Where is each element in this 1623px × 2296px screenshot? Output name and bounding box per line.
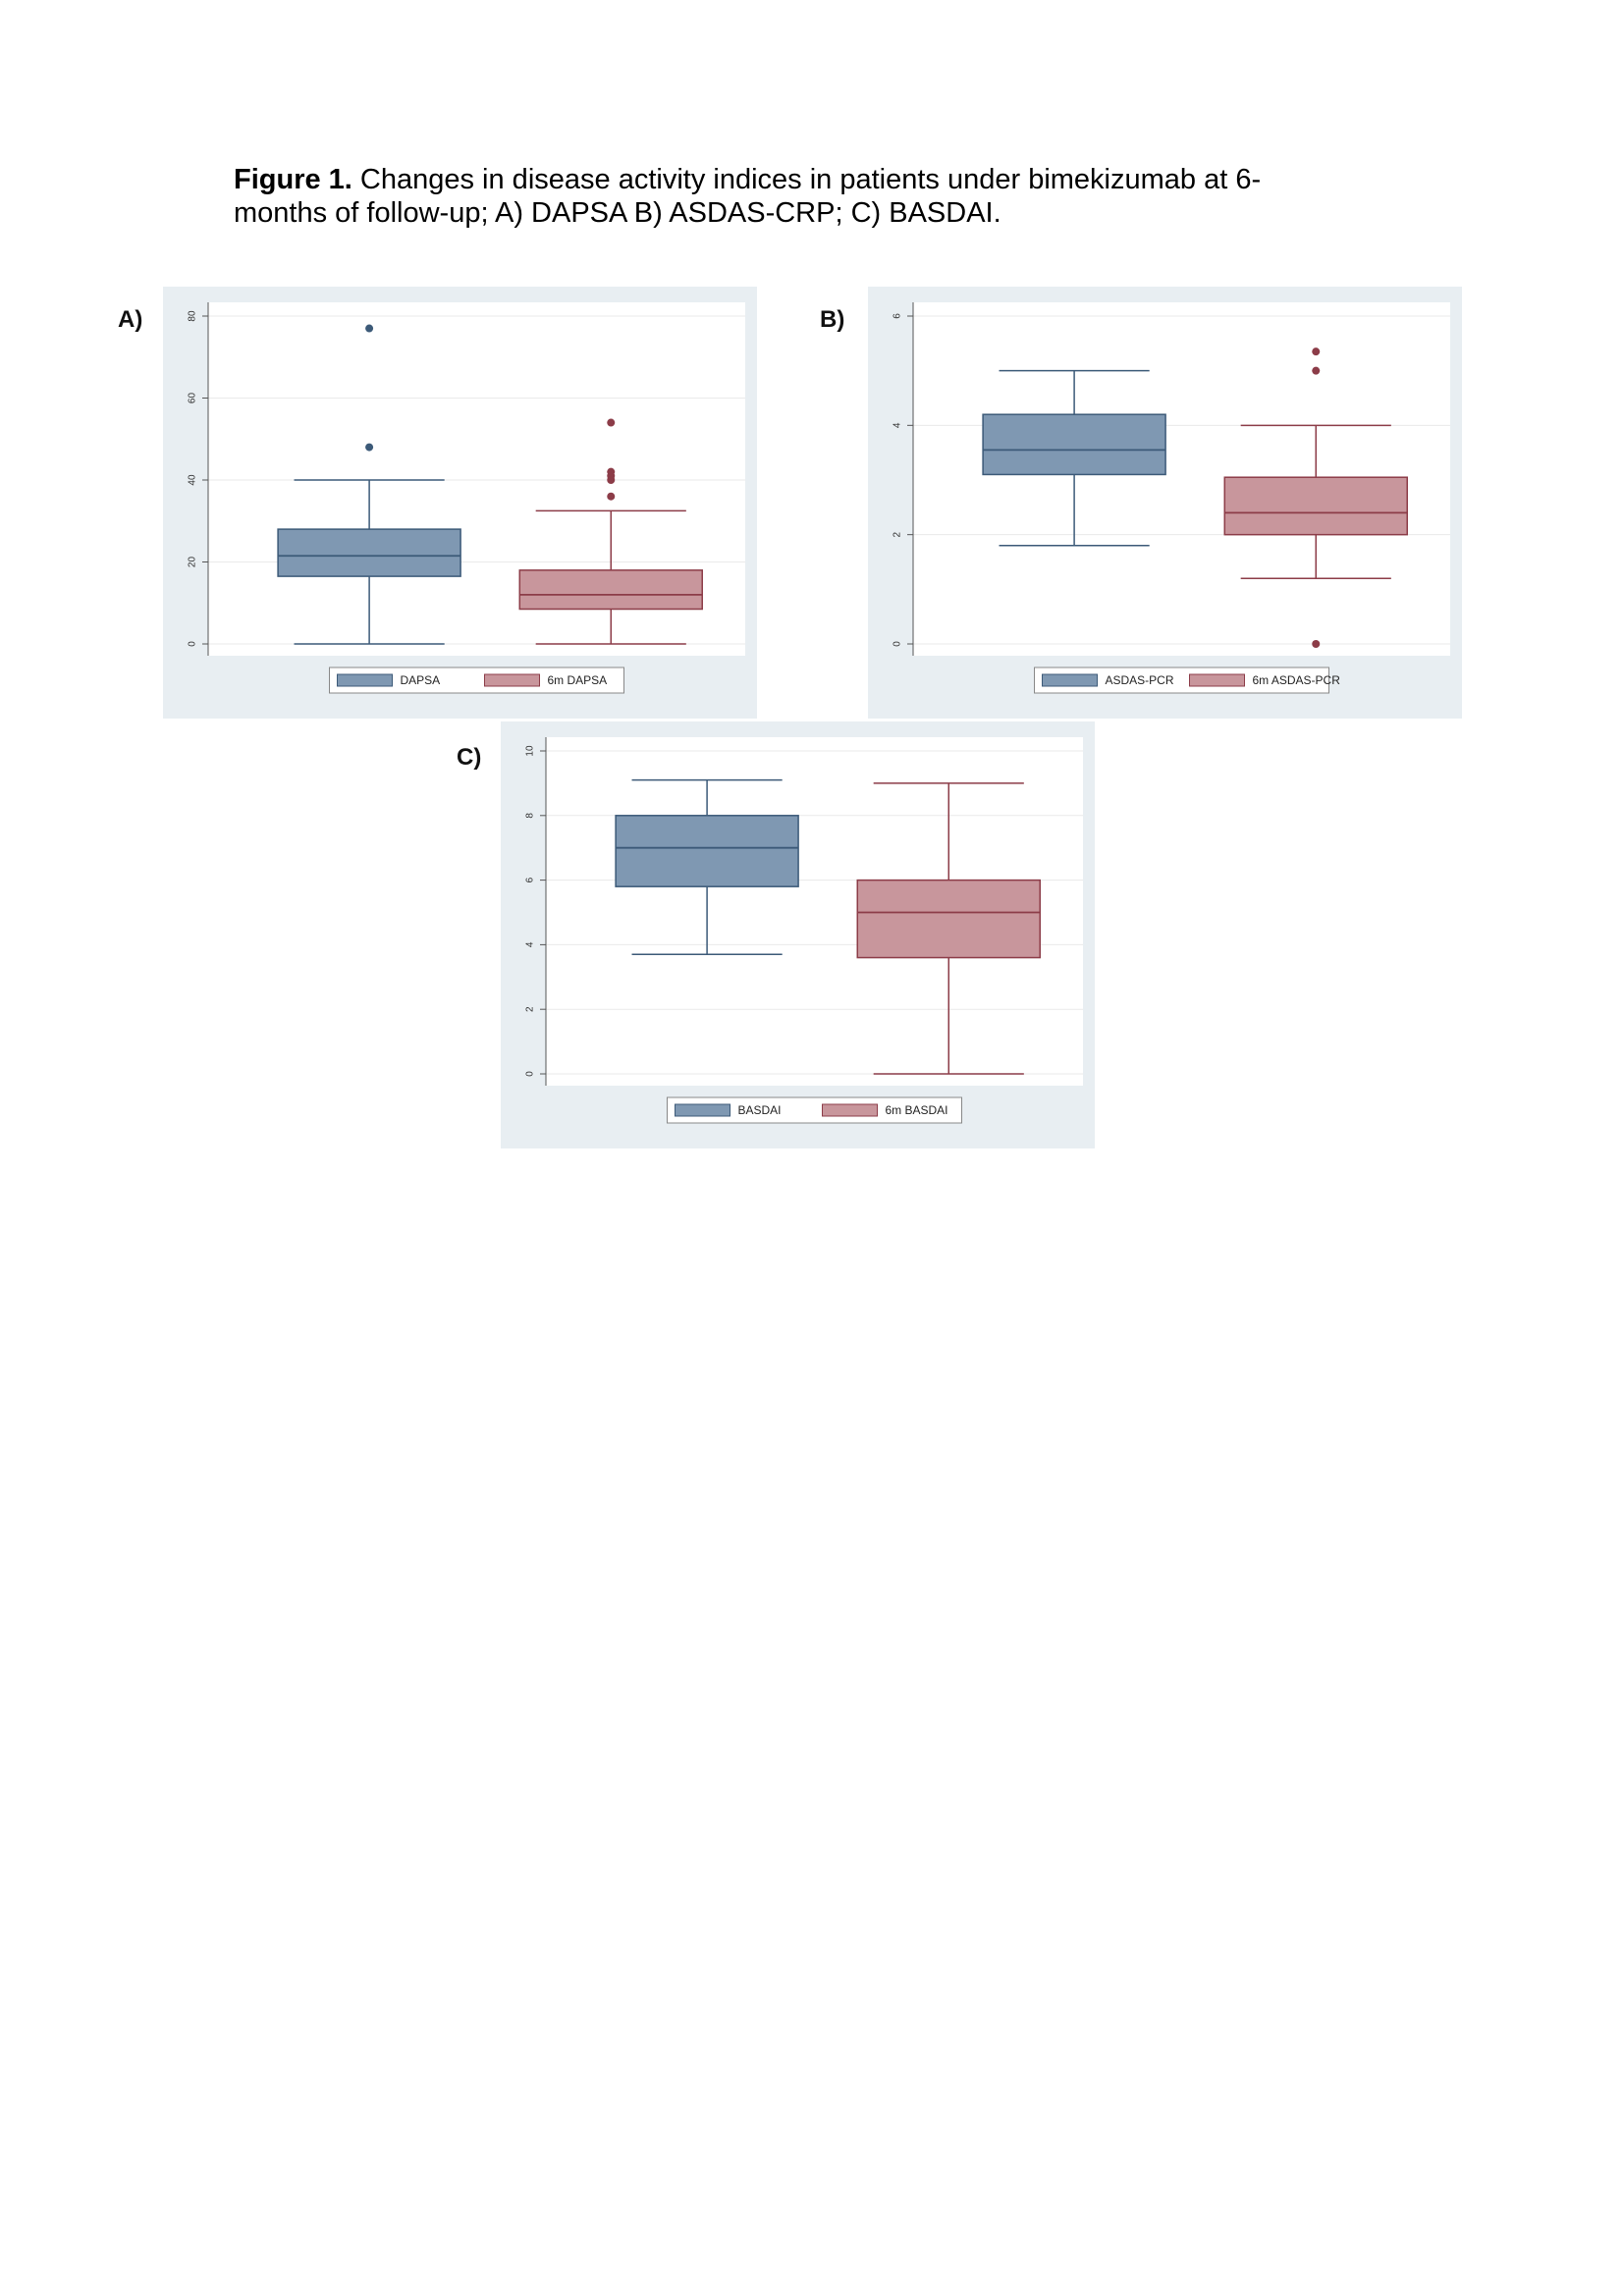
outlier-point (365, 324, 374, 333)
box-dapsa (277, 324, 461, 645)
y-tick-label: 4 (893, 422, 903, 428)
outlier-point (1312, 347, 1321, 356)
boxplot-chart: 0 2 4 6 ASDAS-PCR 6m ASDAS-PCR (893, 302, 1450, 694)
box-6m-dapsa (518, 418, 703, 645)
box-6m-asdas-pcr (1223, 347, 1408, 648)
y-tick-label: 10 (525, 745, 536, 757)
iqr-box (1223, 476, 1408, 536)
legend-label: 6m DAPSA (548, 673, 608, 687)
legend-label: 6m BASDAI (886, 1103, 948, 1117)
legend-swatch (1042, 673, 1098, 687)
legend-label: DAPSA (401, 673, 441, 687)
legend-swatch (675, 1103, 730, 1117)
boxplot-chart: 0 20 40 60 80 DAPSA 6m DAPSA (188, 302, 745, 694)
panel-b-letter: B) (820, 306, 845, 333)
outlier-point (365, 443, 374, 452)
iqr-box (518, 569, 703, 611)
panel-b: 0 2 4 6 ASDAS-PCR 6m ASDAS-PCR (868, 287, 1462, 719)
box-asdas-pcr (982, 369, 1166, 547)
outlier-point (607, 467, 616, 476)
panel-c: 0 2 4 6 8 10 BASDAI 6m BASDAI (501, 721, 1095, 1148)
iqr-box (982, 413, 1166, 476)
box-6m-basdai (856, 782, 1041, 1075)
outlier-point (607, 492, 616, 501)
legend-label: BASDAI (738, 1103, 782, 1117)
caption-label: Figure 1. (234, 164, 352, 195)
panel-a-letter: A) (118, 306, 143, 333)
panel-a: 0 20 40 60 80 DAPSA 6m DAPSA (163, 287, 757, 719)
caption-text: Changes in disease activity indices in p… (234, 164, 1262, 229)
figure-caption: Figure 1. Changes in disease activity in… (234, 163, 1333, 230)
legend-swatch (822, 1103, 878, 1117)
y-tick-label: 60 (188, 393, 198, 404)
y-tick-label: 6 (525, 877, 536, 882)
y-tick-label: 20 (188, 557, 198, 568)
legend-label: ASDAS-PCR (1106, 673, 1174, 687)
y-tick-label: 4 (525, 941, 536, 947)
iqr-box (615, 815, 799, 887)
outlier-point (607, 418, 616, 427)
y-tick-label: 0 (188, 641, 198, 647)
y-tick-label: 0 (525, 1071, 536, 1077)
y-tick-label: 2 (893, 531, 903, 537)
panel-c-letter: C) (457, 744, 482, 771)
legend-swatch (337, 673, 393, 687)
legend-label: 6m ASDAS-PCR (1253, 673, 1341, 687)
legend-swatch (484, 673, 540, 687)
y-tick-label: 40 (188, 474, 198, 486)
y-tick-label: 6 (893, 313, 903, 319)
outlier-point (1312, 640, 1321, 648)
outlier-point (1312, 366, 1321, 375)
iqr-box (277, 528, 461, 577)
box-basdai (615, 778, 799, 956)
y-tick-label: 0 (893, 641, 903, 647)
y-tick-label: 80 (188, 310, 198, 322)
y-tick-label: 8 (525, 813, 536, 819)
y-tick-label: 2 (525, 1006, 536, 1012)
iqr-box (856, 879, 1041, 959)
legend-swatch (1189, 673, 1245, 687)
boxplot-chart: 0 2 4 6 8 10 BASDAI 6m BASDAI (525, 737, 1083, 1124)
